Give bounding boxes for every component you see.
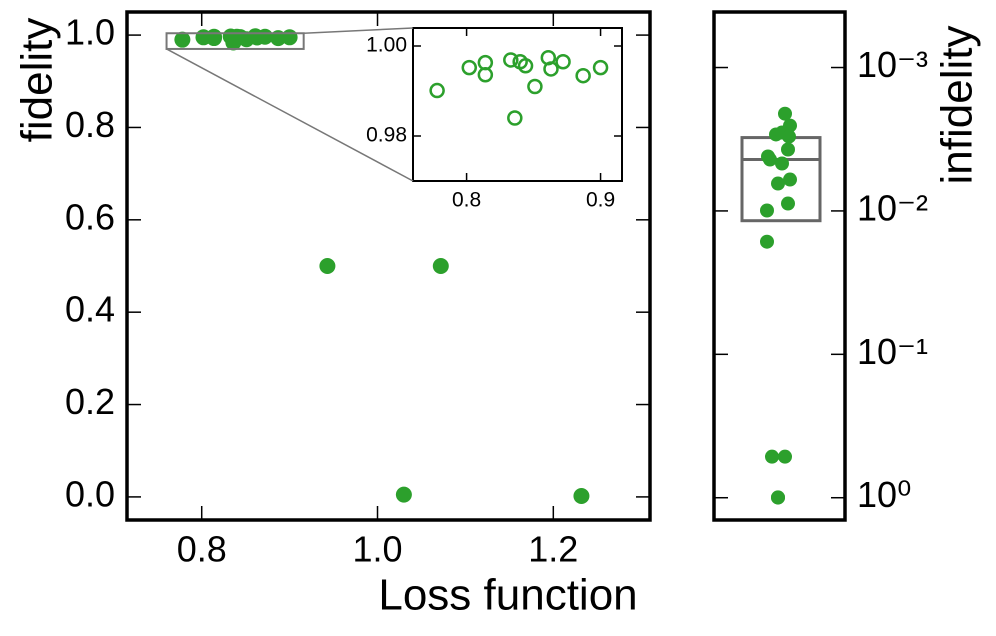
y-tick-label: 0.2 <box>65 381 115 422</box>
point <box>760 234 774 249</box>
zoom-connector <box>166 48 414 182</box>
point <box>461 59 478 76</box>
point <box>783 172 797 187</box>
x-tick-label: 0.9 <box>586 189 615 212</box>
point <box>507 110 523 126</box>
point <box>517 58 534 74</box>
y2-axis-label: infidelity <box>933 26 982 185</box>
y-tick-label: 0.6 <box>65 196 115 237</box>
point <box>778 449 792 464</box>
y-tick-label: 1.00 <box>366 34 407 57</box>
y-tick-label: 10⁻² <box>857 187 928 228</box>
point <box>763 152 777 167</box>
point <box>319 258 336 274</box>
y-tick-label: 10⁻³ <box>857 44 928 85</box>
plot-frame <box>412 27 623 182</box>
point <box>782 129 796 144</box>
inset-background <box>413 28 622 181</box>
y-axis-label: fidelity <box>13 18 62 143</box>
y-tick-label: 0.8 <box>65 104 115 145</box>
point <box>771 490 785 505</box>
y-tick-label: 10⁰ <box>857 474 911 515</box>
point <box>281 29 298 46</box>
point <box>765 449 779 464</box>
point <box>575 67 591 84</box>
point <box>771 176 785 191</box>
point <box>395 486 412 503</box>
point <box>543 61 559 77</box>
point <box>555 54 571 70</box>
x-tick-label: 1.0 <box>352 529 402 570</box>
zoom-connector <box>303 27 414 34</box>
point <box>573 487 590 504</box>
y-tick-label: 0.0 <box>65 473 115 514</box>
x-axis-label: Loss function <box>378 571 637 620</box>
point <box>760 203 774 218</box>
y-tick-label: 10⁻¹ <box>857 331 928 372</box>
point <box>477 67 494 83</box>
point <box>775 156 789 171</box>
point <box>592 59 609 76</box>
y-tick-label: 0.98 <box>366 124 407 147</box>
point <box>778 106 792 121</box>
point <box>429 82 445 99</box>
x-tick-label: 0.8 <box>452 189 481 212</box>
x-tick-label: 1.2 <box>528 529 578 570</box>
y-tick-label: 1.0 <box>65 12 115 53</box>
point <box>174 31 191 48</box>
plot-frame <box>712 10 847 522</box>
point <box>503 52 519 68</box>
point <box>432 258 449 274</box>
point <box>527 78 543 95</box>
plot-frame <box>125 10 652 522</box>
x-tick-label: 0.8 <box>177 529 227 570</box>
y-tick-label: 0.4 <box>65 289 115 330</box>
point <box>781 196 795 211</box>
zoom-box <box>165 32 305 50</box>
point <box>781 142 795 157</box>
